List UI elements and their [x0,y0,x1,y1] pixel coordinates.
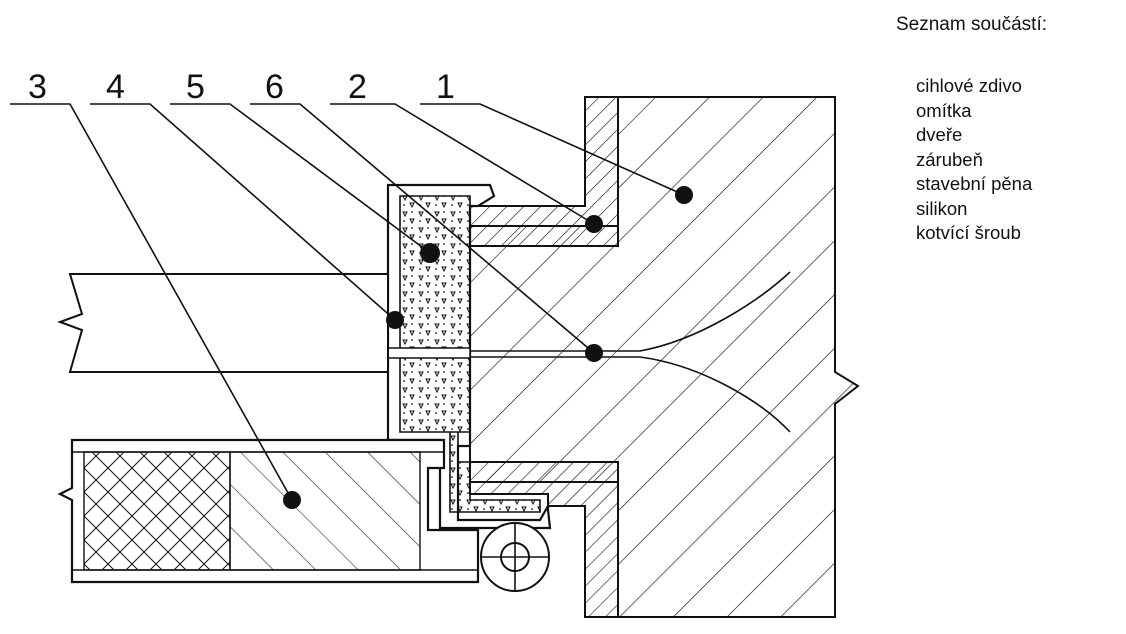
legend-item: kotvící šroub [916,222,1021,243]
legend-list: cihlové zdivo omítka dveře zárubeň stave… [916,74,1032,246]
anchor-screw [460,271,791,433]
callout-4: 4 [106,68,125,106]
callout-6: 6 [265,68,284,106]
callout-2: 2 [348,68,367,106]
callout-numbers: 3 4 5 6 2 1 [28,68,455,106]
callout-3: 3 [28,68,47,106]
leader-dots [283,186,693,509]
callout-1: 1 [436,68,455,106]
door-leaf [57,438,480,584]
legend-title: Seznam součástí: [896,14,1048,35]
legend-item: zárubeň [916,148,983,170]
leader-lines [10,103,685,501]
legend-item: stavební pěna [916,173,1033,194]
legend-item: omítka [916,99,972,121]
callout-5: 5 [186,68,205,106]
legend-item: dveře [916,124,963,145]
hinge [480,522,550,592]
legend-item: silikon [916,197,968,219]
legend-item: cihlové zdivo [916,75,1022,96]
door-leaf-open [57,273,389,373]
